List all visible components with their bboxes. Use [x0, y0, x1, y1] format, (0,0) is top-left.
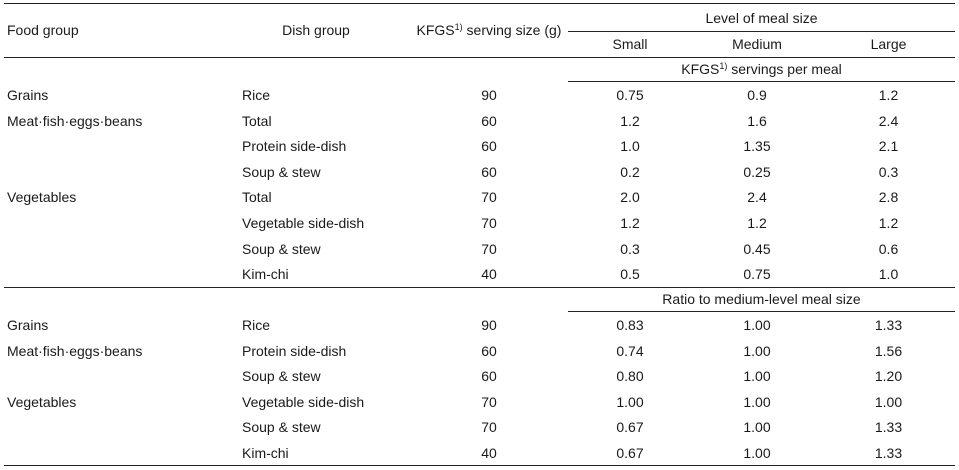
dish-group-cell: Soup & stew — [242, 419, 321, 435]
serving-size-cell: 60 — [481, 113, 497, 129]
medium-value-cell: 1.35 — [743, 138, 771, 154]
serving-size-cell: 70 — [481, 189, 497, 205]
dish-group-cell: Soup & stew — [242, 368, 321, 384]
small-value-cell: 0.5 — [620, 266, 640, 282]
top-rule — [4, 3, 955, 4]
small-value-cell: 0.2 — [620, 164, 640, 180]
food-group-cell: Vegetables — [7, 394, 77, 410]
serving-size-cell: 70 — [481, 394, 497, 410]
header-food-group: Food group — [7, 22, 79, 38]
medium-value-cell: 1.00 — [743, 419, 771, 435]
serving-size-cell: 60 — [481, 368, 497, 384]
serving-size-cell: 60 — [481, 164, 497, 180]
food-group-cell: Meat·fish·eggs·beans — [7, 113, 143, 129]
large-value-cell: 1.33 — [874, 317, 903, 333]
small-value-cell: 0.83 — [616, 317, 644, 333]
small-value-cell: 2.0 — [620, 189, 640, 205]
large-value-cell: 2.1 — [878, 138, 899, 154]
serving-size-cell: 40 — [481, 445, 497, 461]
large-value-cell: 1.0 — [878, 266, 899, 282]
header-bottom-rule — [4, 57, 955, 58]
section2-subtitle: Ratio to medium-level meal size — [662, 291, 861, 307]
medium-value-cell: 2.4 — [747, 189, 767, 205]
medium-value-cell: 1.00 — [743, 343, 771, 359]
header-serving-size: KFGS1) serving size (g) — [416, 22, 562, 38]
large-value-cell: 1.2 — [878, 87, 899, 103]
bottom-rule — [4, 465, 955, 466]
serving-size-cell: 70 — [481, 241, 497, 257]
dish-group-cell: Vegetable side-dish — [242, 394, 365, 410]
dish-group-cell: Total — [242, 189, 272, 205]
large-value-cell: 1.2 — [878, 215, 899, 231]
small-value-cell: 1.0 — [620, 138, 640, 154]
dish-group-cell: Soup & stew — [242, 164, 321, 180]
dish-group-cell: Soup & stew — [242, 241, 321, 257]
large-value-cell: 1.56 — [874, 343, 903, 359]
medium-value-cell: 0.45 — [743, 241, 771, 257]
medium-value-cell: 1.00 — [743, 445, 771, 461]
small-value-cell: 0.67 — [616, 445, 644, 461]
dish-group-cell: Vegetable side-dish — [242, 215, 365, 231]
medium-value-cell: 1.00 — [743, 317, 771, 333]
section-divider-rule — [4, 287, 955, 288]
serving-size-cell: 60 — [481, 138, 497, 154]
dish-group-cell: Total — [242, 113, 272, 129]
serving-size-cell: 90 — [481, 87, 497, 103]
medium-value-cell: 1.00 — [743, 394, 771, 410]
dish-group-cell: Protein side-dish — [242, 138, 347, 154]
subtitle2-rule — [568, 311, 955, 312]
medium-value-cell: 0.75 — [743, 266, 771, 282]
serving-size-cell: 70 — [481, 215, 497, 231]
header-dish-group: Dish group — [282, 22, 350, 38]
small-value-cell: 1.2 — [620, 215, 640, 231]
large-value-cell: 1.33 — [874, 445, 903, 461]
medium-value-cell: 0.9 — [747, 87, 767, 103]
serving-size-cell: 90 — [481, 317, 497, 333]
large-value-cell: 0.6 — [878, 241, 899, 257]
medium-value-cell: 1.00 — [743, 368, 771, 384]
header-level-medium: Medium — [732, 36, 782, 52]
small-value-cell: 0.75 — [616, 87, 644, 103]
section1-subtitle: KFGS1) servings per meal — [681, 61, 842, 77]
dish-group-cell: Kim-chi — [242, 266, 289, 282]
small-value-cell: 0.74 — [616, 343, 644, 359]
small-value-cell: 1.00 — [616, 394, 644, 410]
large-value-cell: 2.4 — [878, 113, 899, 129]
small-value-cell: 1.2 — [620, 113, 640, 129]
header-level-title: Level of meal size — [705, 10, 818, 26]
medium-value-cell: 1.6 — [747, 113, 767, 129]
header-level-small: Small — [612, 36, 648, 52]
dish-group-cell: Protein side-dish — [242, 343, 347, 359]
food-group-cell: Vegetables — [7, 189, 77, 205]
serving-size-cell: 40 — [481, 266, 497, 282]
large-value-cell: 1.33 — [874, 419, 903, 435]
level-title-rule — [568, 31, 955, 32]
large-value-cell: 1.00 — [874, 394, 903, 410]
small-value-cell: 0.3 — [620, 241, 640, 257]
small-value-cell: 0.67 — [616, 419, 644, 435]
large-value-cell: 2.8 — [878, 189, 899, 205]
food-group-cell: Meat·fish·eggs·beans — [7, 343, 143, 359]
large-value-cell: 1.20 — [874, 368, 903, 384]
dish-group-cell: Rice — [242, 87, 271, 103]
medium-value-cell: 1.2 — [747, 215, 767, 231]
serving-size-cell: 60 — [481, 343, 497, 359]
food-group-cell: Grains — [7, 317, 49, 333]
large-value-cell: 0.3 — [878, 164, 899, 180]
small-value-cell: 0.80 — [616, 368, 644, 384]
dish-group-cell: Rice — [242, 317, 271, 333]
header-level-large: Large — [870, 36, 907, 52]
serving-size-cell: 70 — [481, 419, 497, 435]
medium-value-cell: 0.25 — [743, 164, 771, 180]
dish-group-cell: Kim-chi — [242, 445, 289, 461]
food-group-cell: Grains — [7, 87, 49, 103]
subtitle1-rule — [568, 81, 955, 82]
